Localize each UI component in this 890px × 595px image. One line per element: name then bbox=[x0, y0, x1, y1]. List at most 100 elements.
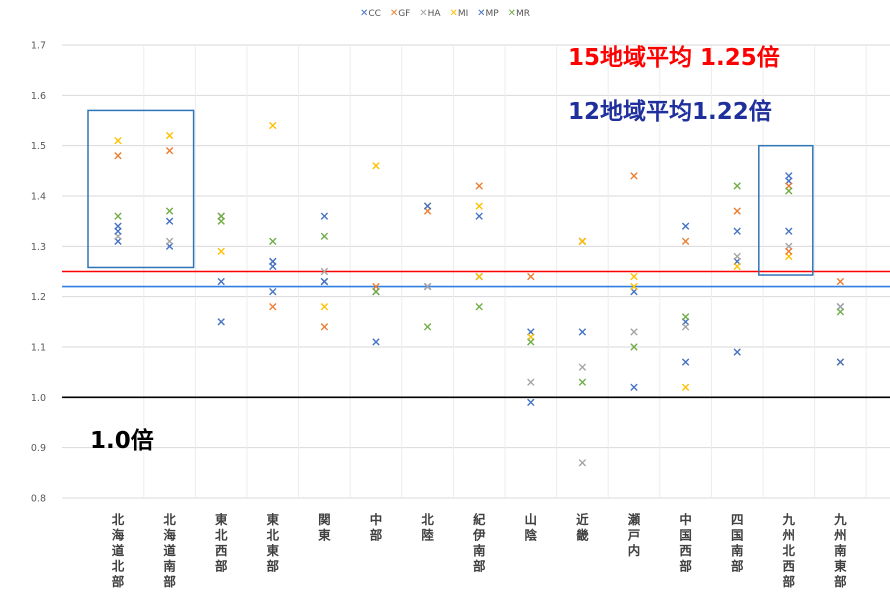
data-point bbox=[372, 338, 380, 346]
data-point bbox=[836, 358, 845, 366]
category-label: 東北東部 bbox=[267, 512, 280, 574]
data-point bbox=[681, 222, 690, 230]
data-point bbox=[269, 257, 277, 266]
data-point bbox=[785, 247, 793, 256]
data-point bbox=[217, 217, 225, 225]
data-point bbox=[165, 131, 174, 140]
category-label: 中国西部 bbox=[679, 512, 692, 574]
category-label: 九州南東部 bbox=[833, 512, 847, 589]
data-point bbox=[630, 343, 638, 351]
y-tick-label: 1.4 bbox=[31, 192, 46, 203]
data-point bbox=[578, 459, 587, 467]
category-label: 中部 bbox=[370, 512, 383, 543]
data-point bbox=[527, 378, 535, 386]
data-point bbox=[733, 252, 741, 261]
data-point bbox=[217, 247, 225, 256]
legend-item-cc: ✕CC bbox=[359, 8, 381, 19]
category-label: 東北西部 bbox=[215, 512, 228, 574]
category-label: 北海道南部 bbox=[163, 512, 176, 589]
annotation-baseline: 1.0倍 bbox=[90, 428, 154, 454]
data-point bbox=[527, 338, 535, 346]
data-point bbox=[423, 323, 432, 331]
category-label: 九州北西部 bbox=[782, 512, 796, 589]
data-point bbox=[681, 313, 690, 321]
data-point bbox=[785, 227, 793, 235]
category-label: 四国南部 bbox=[731, 512, 744, 574]
data-point bbox=[114, 212, 122, 220]
data-point bbox=[320, 323, 329, 331]
data-point bbox=[578, 328, 587, 336]
data-point bbox=[681, 323, 690, 331]
data-point bbox=[372, 287, 380, 296]
data-point bbox=[578, 378, 587, 386]
legend-item-ha: ✕HA bbox=[419, 8, 441, 19]
data-point bbox=[320, 212, 329, 220]
annotation-15-region-average: 15地域平均 1.25倍 bbox=[568, 45, 780, 71]
data-point bbox=[320, 277, 329, 286]
data-point bbox=[320, 232, 329, 240]
data-point bbox=[320, 267, 329, 276]
data-point bbox=[114, 136, 122, 145]
data-point bbox=[733, 227, 741, 235]
data-point bbox=[733, 262, 741, 271]
data-point bbox=[681, 358, 690, 366]
data-point bbox=[681, 383, 690, 391]
category-label: 紀伊南部 bbox=[472, 512, 486, 574]
data-point bbox=[217, 277, 225, 286]
data-point bbox=[217, 318, 225, 326]
category-label: 近畿 bbox=[576, 512, 589, 543]
data-point bbox=[475, 182, 483, 190]
legend-item-mi: ✕MI bbox=[449, 8, 469, 19]
data-point bbox=[114, 152, 122, 160]
y-tick-label: 0.8 bbox=[31, 494, 46, 505]
data-point bbox=[681, 237, 690, 245]
y-tick-label: 1.1 bbox=[31, 343, 46, 354]
data-point bbox=[733, 207, 741, 215]
data-point bbox=[475, 202, 483, 210]
data-point bbox=[114, 227, 122, 235]
data-point bbox=[733, 182, 741, 190]
data-point bbox=[320, 303, 329, 311]
data-point bbox=[372, 162, 380, 170]
y-tick-label: 1.2 bbox=[31, 292, 46, 303]
y-tick-label: 1.7 bbox=[31, 41, 46, 52]
data-point bbox=[785, 187, 793, 195]
data-point bbox=[527, 398, 535, 407]
data-point bbox=[630, 172, 638, 180]
highlight-box bbox=[758, 144, 814, 276]
category-label: 北陸 bbox=[421, 512, 434, 543]
chart-legend: ✕CC ✕GF ✕HA ✕MI ✕MP ✕MR bbox=[0, 8, 890, 19]
data-point bbox=[423, 202, 432, 210]
category-label: 北海道北部 bbox=[112, 512, 125, 589]
data-point bbox=[269, 303, 277, 311]
data-point bbox=[165, 217, 174, 225]
legend-item-gf: ✕GF bbox=[389, 8, 411, 19]
data-point bbox=[269, 287, 277, 296]
data-point bbox=[475, 272, 483, 281]
data-point bbox=[475, 303, 483, 311]
y-tick-label: 1.3 bbox=[31, 242, 46, 253]
data-point bbox=[165, 237, 174, 245]
data-point bbox=[269, 121, 277, 130]
data-point bbox=[630, 282, 638, 291]
y-tick-label: 1.6 bbox=[31, 91, 46, 102]
data-point bbox=[630, 328, 638, 336]
annotation-12-region-average: 12地域平均1.22倍 bbox=[568, 99, 772, 125]
data-point bbox=[785, 172, 793, 180]
data-point bbox=[578, 237, 587, 245]
highlight-box bbox=[87, 109, 195, 269]
data-point bbox=[527, 272, 535, 281]
data-point bbox=[423, 282, 432, 291]
data-point bbox=[165, 207, 174, 215]
data-point bbox=[630, 272, 638, 281]
y-tick-label: 1.0 bbox=[31, 393, 46, 404]
data-point bbox=[475, 212, 483, 220]
y-tick-label: 0.9 bbox=[31, 443, 46, 454]
legend-item-mr: ✕MR bbox=[507, 8, 531, 19]
data-point bbox=[165, 147, 174, 155]
y-tick-label: 1.5 bbox=[31, 141, 46, 152]
legend-item-mp: ✕MP bbox=[477, 8, 499, 19]
data-point bbox=[269, 237, 277, 245]
data-point bbox=[733, 348, 741, 356]
